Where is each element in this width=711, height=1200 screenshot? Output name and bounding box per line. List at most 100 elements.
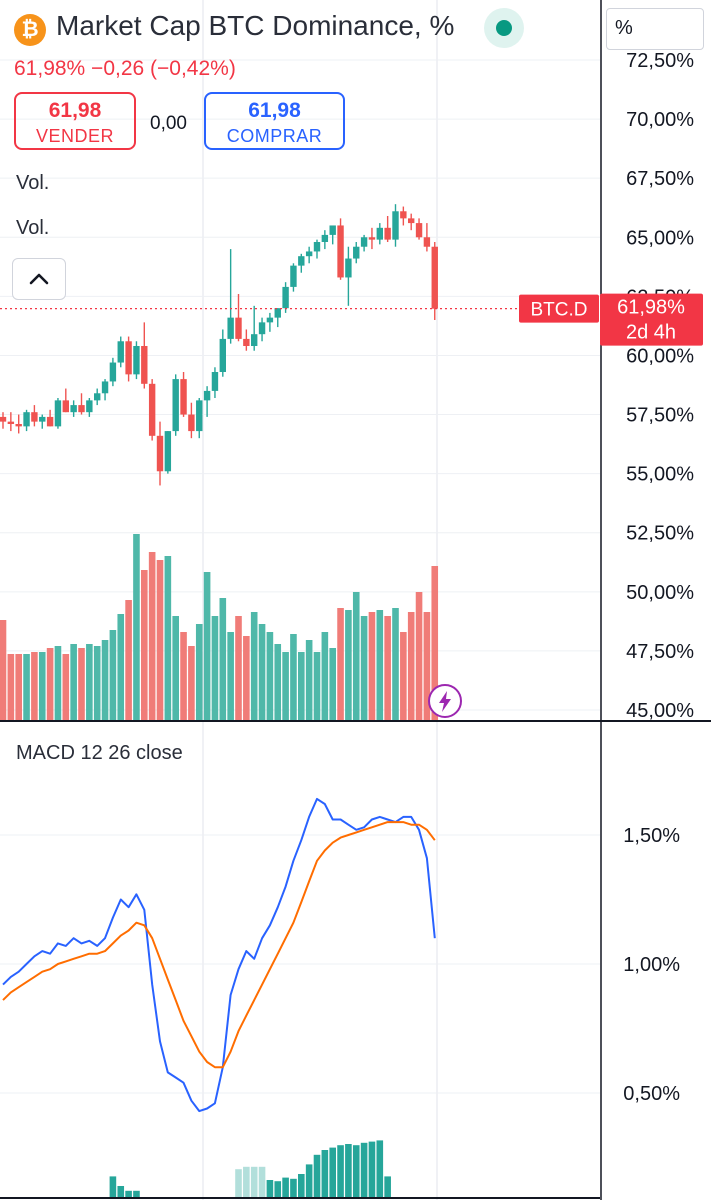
price-tick-label: 47,50% <box>626 641 694 663</box>
last-price-value: 61,98% <box>617 297 685 319</box>
macd-histogram-bar <box>337 1145 344 1198</box>
chevron-up-icon <box>29 273 49 285</box>
lightning-icon[interactable] <box>428 684 462 718</box>
candle-body <box>180 379 187 415</box>
market-status-icon[interactable] <box>484 8 524 48</box>
price-tick-label: 45,00% <box>626 700 694 722</box>
volume-bar <box>164 556 172 720</box>
macd-histogram-bar <box>376 1140 384 1198</box>
sell-price: 61,98 <box>48 99 102 122</box>
candle-body <box>94 393 101 401</box>
macd-histogram-bar <box>298 1174 305 1198</box>
volume-bar <box>172 616 179 720</box>
last-price-change: 61,98% −0,26 (−0,42%) <box>14 57 236 80</box>
candle-body <box>400 211 407 219</box>
candle-body <box>282 286 289 309</box>
volume-bar <box>313 652 321 720</box>
volume-bar <box>392 608 399 720</box>
volume-bar <box>125 600 132 720</box>
volume-legend-2[interactable]: Vol. <box>16 217 50 239</box>
candle-body <box>62 400 69 413</box>
candle-body <box>172 379 179 432</box>
price-tick-label: 65,00% <box>626 227 694 249</box>
candle-body <box>235 317 242 339</box>
volume-bar <box>70 644 77 720</box>
candle-body <box>266 317 274 323</box>
last-price-tag-bg <box>600 293 703 346</box>
macd-histogram-bar <box>235 1169 242 1198</box>
candle-body <box>274 308 281 318</box>
macd-histogram-bar <box>290 1178 297 1198</box>
candle-body <box>133 346 140 375</box>
candle-body <box>7 421 15 424</box>
candle-body <box>360 237 368 247</box>
macd-histogram-bar <box>250 1166 258 1198</box>
candle-body <box>298 256 305 266</box>
macd-legend[interactable]: MACD 12 26 close <box>16 742 183 764</box>
volume-bar <box>250 612 258 720</box>
volume-bar <box>282 652 289 720</box>
price-tick-label: 52,50% <box>626 523 694 545</box>
candle-body <box>54 400 62 427</box>
volume-bar <box>407 612 415 720</box>
candle-body <box>251 334 258 346</box>
candle-body <box>203 390 211 401</box>
volume-bar <box>62 654 70 720</box>
candle-body <box>78 405 85 413</box>
volume-bar <box>38 652 46 720</box>
candle-body <box>188 414 195 432</box>
macd-histogram-bar <box>274 1181 282 1198</box>
macd-histogram-bar <box>360 1142 368 1198</box>
volume-bar <box>274 644 282 720</box>
volume-bar <box>360 616 368 720</box>
candle-body <box>117 341 124 363</box>
volume-bar <box>86 644 93 720</box>
macd-histogram-bar <box>243 1166 250 1198</box>
volume-bar <box>298 652 305 720</box>
volume-bar <box>78 648 85 720</box>
volume-legend-1[interactable]: Vol. <box>16 172 50 194</box>
price-tick-label: 67,50% <box>626 168 694 190</box>
candle-body <box>384 227 391 240</box>
bar-countdown: 2d 4h <box>626 322 676 344</box>
sell-button[interactable]: 61,98 VENDER <box>14 92 136 150</box>
macd-histogram-bar <box>133 1190 140 1198</box>
macd-tick-label: 1,00% <box>623 954 680 976</box>
macd-line <box>2 797 436 1113</box>
macd-histogram-bar <box>321 1150 329 1198</box>
candle-body <box>376 227 383 240</box>
candle-body <box>15 424 22 427</box>
candle-body <box>164 431 172 472</box>
volume-bar <box>243 636 250 720</box>
volume-bar <box>54 646 62 720</box>
candle-body <box>392 211 399 240</box>
volume-bar <box>117 614 125 720</box>
symbol-tag-bg <box>519 294 599 323</box>
grid <box>0 0 600 1200</box>
buy-button[interactable]: 61,98 COMPRAR <box>204 92 345 150</box>
candle-body <box>258 322 266 335</box>
candlesticks <box>0 204 438 486</box>
macd-histogram-bar <box>258 1166 266 1198</box>
volume-bar <box>195 624 203 720</box>
volume-bar <box>235 616 242 720</box>
buy-label: COMPRAR <box>226 126 323 146</box>
candle-body <box>23 412 30 427</box>
macd-histogram-bar <box>109 1176 117 1198</box>
volume-bar <box>290 634 297 720</box>
volume-bar <box>376 610 384 720</box>
volume-bar <box>0 620 7 720</box>
volume-bar <box>7 654 15 720</box>
scale-unit-button[interactable]: % <box>606 8 704 50</box>
candle-body <box>86 400 93 413</box>
volume-bar <box>227 632 234 720</box>
volume-bar <box>321 632 329 720</box>
volume-bar <box>23 654 30 720</box>
signal-line <box>2 821 436 1069</box>
volume-bar <box>431 566 439 720</box>
collapse-legend-button[interactable] <box>12 258 66 300</box>
volume-bar <box>415 592 423 720</box>
symbol-title[interactable]: Market Cap BTC Dominance, % <box>56 10 455 41</box>
candle-body <box>39 416 46 422</box>
